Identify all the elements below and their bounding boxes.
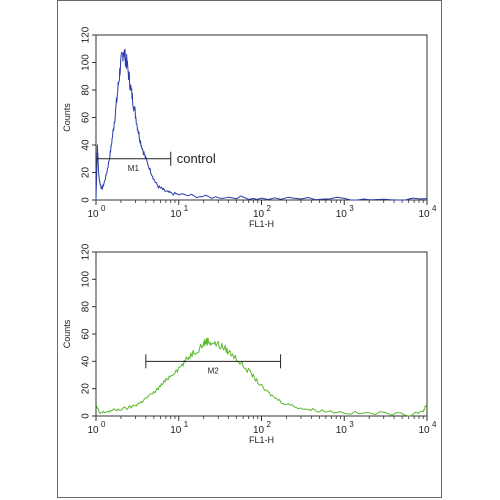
y-tick-label: 40 bbox=[81, 355, 92, 367]
y-tick-label: 40 bbox=[81, 139, 92, 151]
x-tick-exponent: 4 bbox=[432, 420, 437, 429]
x-tick-label: 10 bbox=[253, 209, 265, 220]
x-tick-exponent: 4 bbox=[432, 204, 437, 213]
figure-frame bbox=[57, 0, 442, 498]
y-tick-label: 0 bbox=[81, 413, 92, 419]
x-tick-exponent: 1 bbox=[184, 204, 189, 213]
y-tick-label: 80 bbox=[81, 301, 92, 313]
x-tick-label: 10 bbox=[336, 209, 348, 220]
x-tick-label: 10 bbox=[418, 425, 430, 436]
plot-area-border bbox=[95, 34, 428, 201]
x-tick-exponent: 3 bbox=[349, 204, 354, 213]
y-tick-label: 0 bbox=[81, 197, 92, 203]
histogram-series-line bbox=[95, 337, 427, 417]
histogram-series-line bbox=[95, 48, 428, 201]
y-axis-label: Counts bbox=[62, 103, 72, 132]
y-tick-label: 20 bbox=[81, 383, 92, 395]
x-tick-exponent: 2 bbox=[267, 204, 272, 213]
x-tick-label: 10 bbox=[170, 209, 182, 220]
x-tick-exponent: 3 bbox=[349, 420, 354, 429]
y-tick-label: 100 bbox=[81, 271, 92, 288]
y-tick-label: 20 bbox=[81, 167, 92, 179]
histogram-panel-control: 020406080100120Counts100101102103104FL1-… bbox=[62, 26, 437, 229]
series-annotation: control bbox=[177, 151, 216, 166]
y-tick-label: 60 bbox=[81, 112, 92, 124]
y-axis-label: Counts bbox=[62, 319, 72, 348]
gate-marker-label: M1 bbox=[128, 164, 140, 173]
x-axis-label: FL1-H bbox=[249, 435, 274, 445]
x-tick-exponent: 0 bbox=[101, 204, 106, 213]
x-tick-label: 10 bbox=[253, 425, 265, 436]
x-tick-exponent: 1 bbox=[184, 420, 189, 429]
y-tick-label: 120 bbox=[81, 26, 92, 43]
y-tick-label: 120 bbox=[81, 243, 92, 260]
x-axis-label: FL1-H bbox=[249, 219, 274, 229]
gate-marker-label: M2 bbox=[208, 366, 220, 375]
x-tick-label: 10 bbox=[87, 425, 99, 436]
x-tick-exponent: 0 bbox=[101, 420, 106, 429]
x-tick-label: 10 bbox=[170, 425, 182, 436]
histogram-panel-sample: 020406080100120Counts100101102103104FL1-… bbox=[62, 243, 437, 445]
y-tick-label: 60 bbox=[81, 328, 92, 340]
x-tick-exponent: 2 bbox=[267, 420, 272, 429]
y-tick-label: 100 bbox=[81, 54, 92, 71]
plot-area-border bbox=[95, 251, 428, 417]
x-tick-label: 10 bbox=[336, 425, 348, 436]
y-tick-label: 80 bbox=[81, 84, 92, 96]
x-tick-label: 10 bbox=[418, 209, 430, 220]
x-tick-label: 10 bbox=[87, 209, 99, 220]
